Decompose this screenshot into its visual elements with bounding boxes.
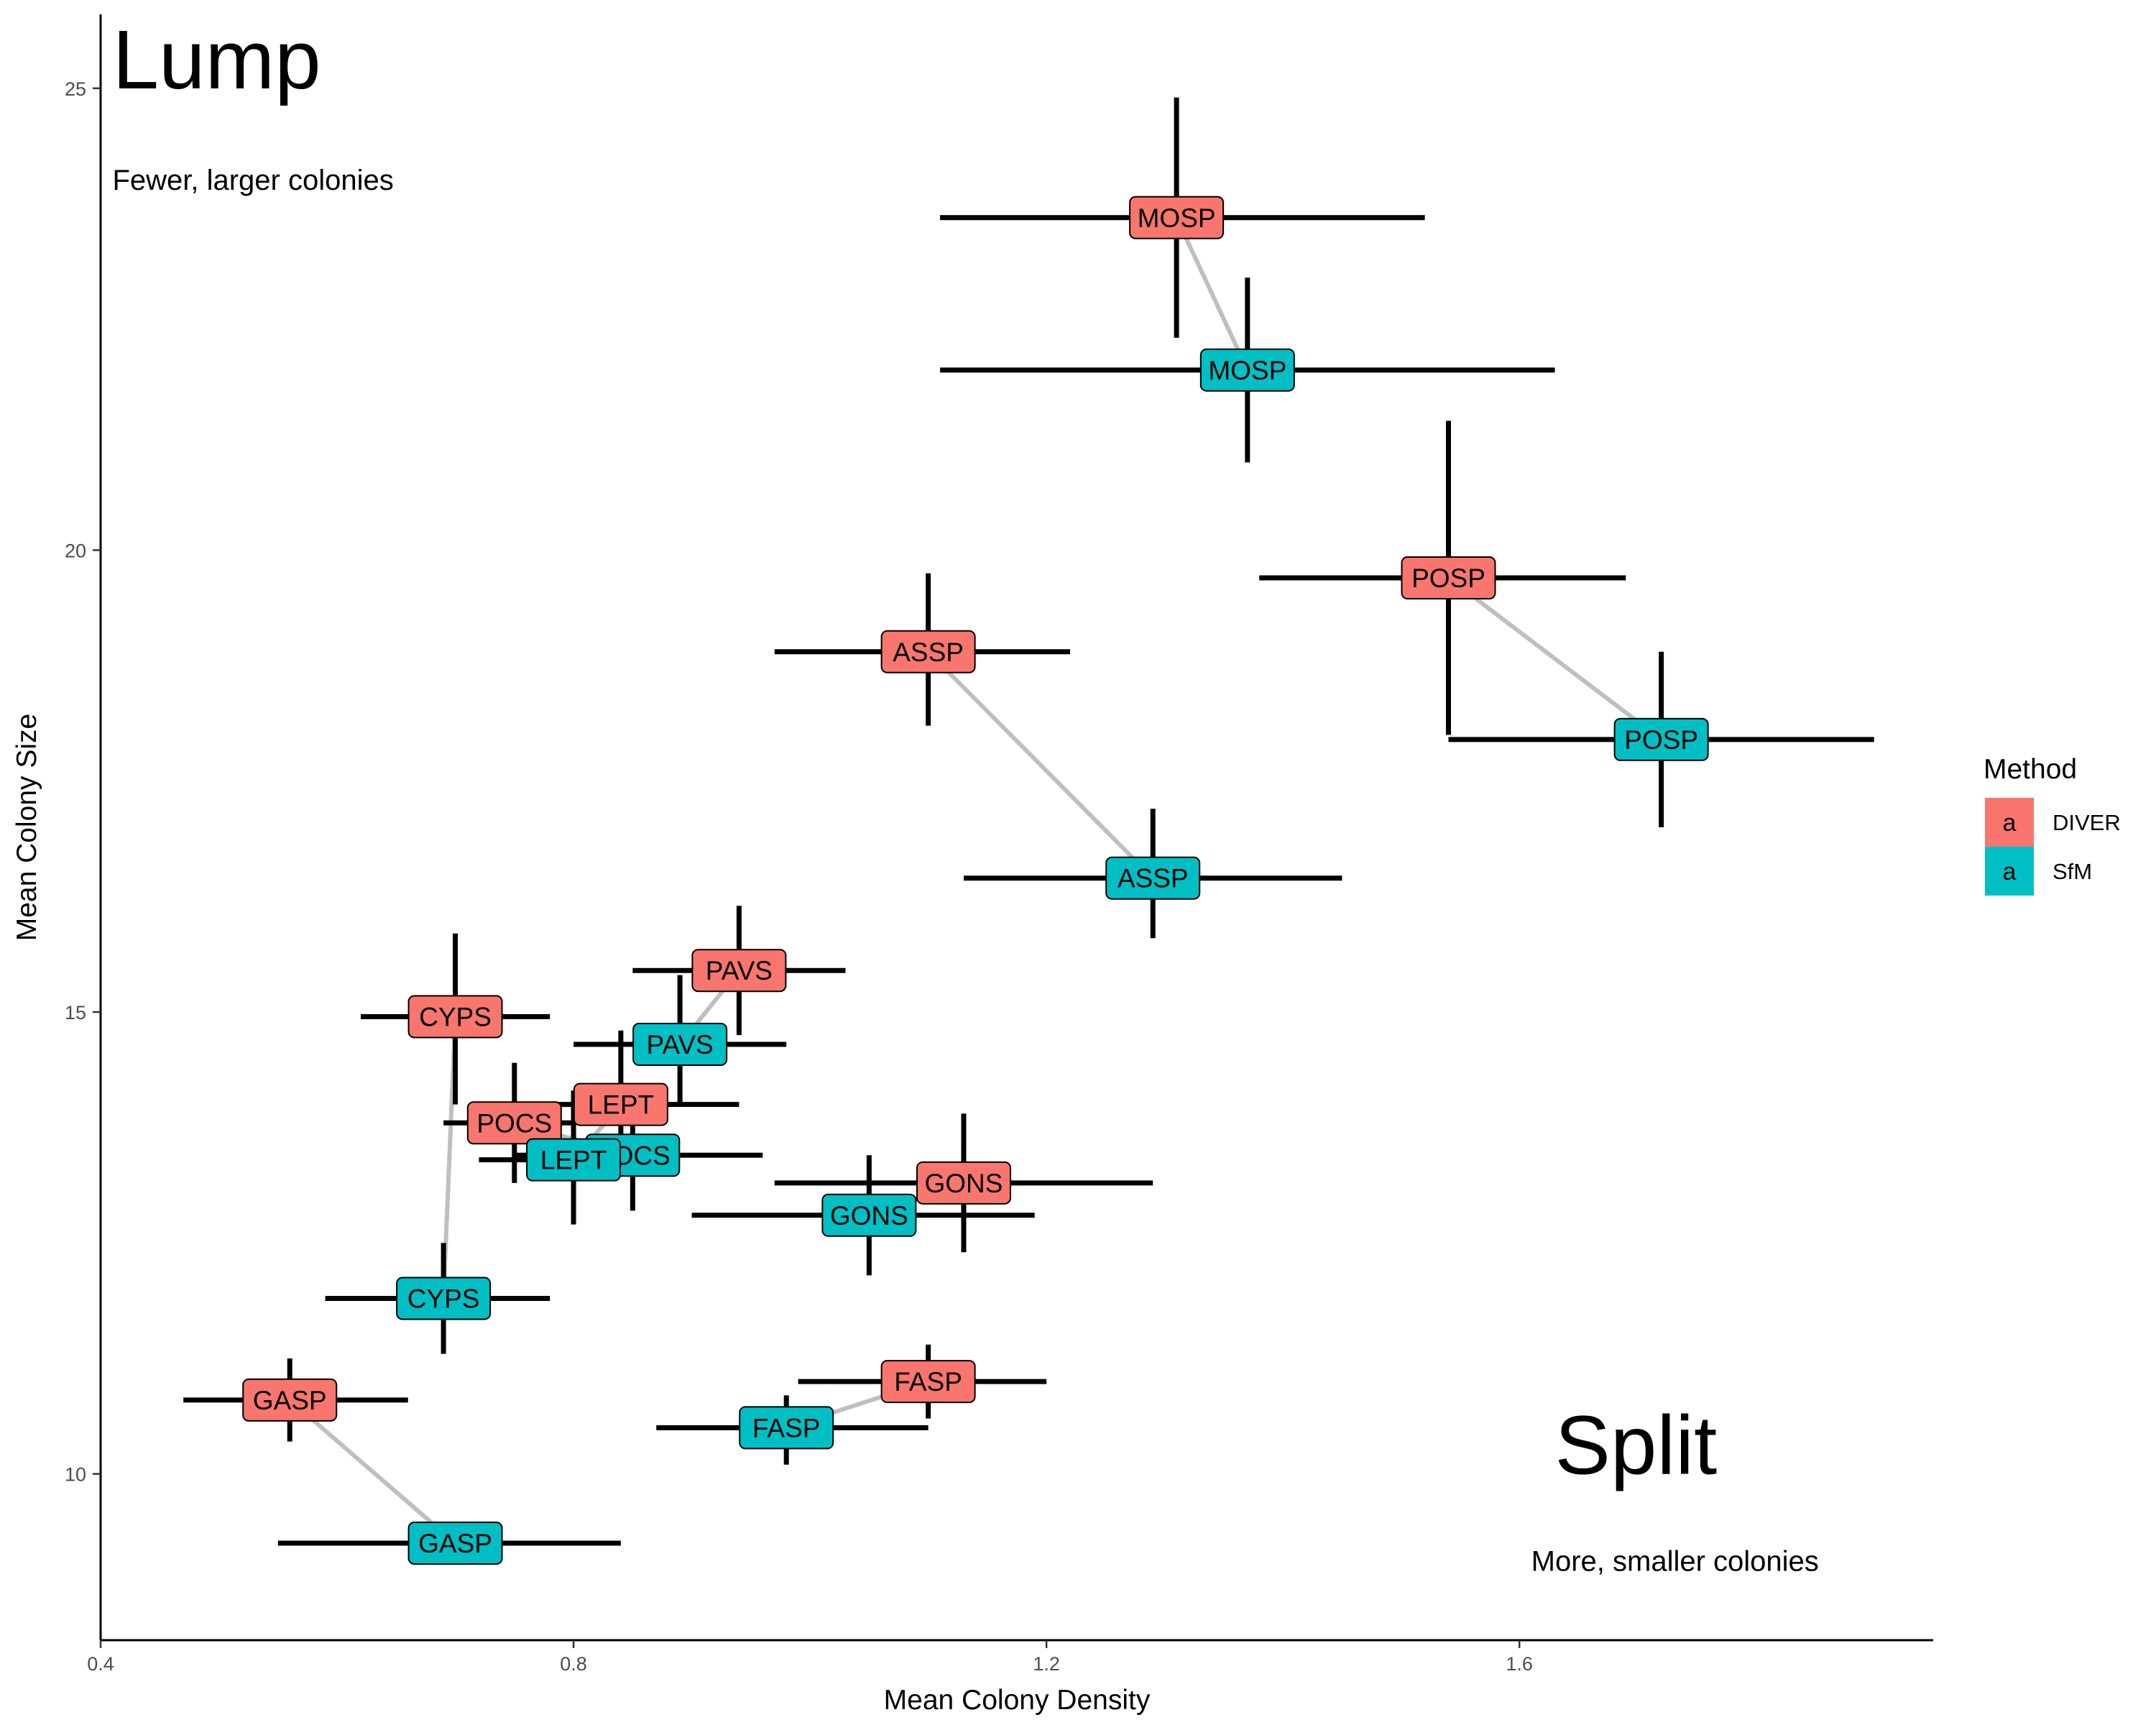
label-text: GONS — [830, 1201, 908, 1230]
legend-entry-label: SfM — [2053, 859, 2092, 884]
legend: Method a DIVER a SfM — [1984, 754, 2121, 896]
point-label-sfm-cyps: CYPS — [396, 1276, 492, 1320]
point-label-diver-fasp: FASP — [880, 1360, 976, 1404]
label-box — [466, 1101, 562, 1145]
label-text: LEPT — [540, 1146, 607, 1175]
label-box — [1401, 556, 1496, 599]
point-label-sfm-fasp: FASP — [739, 1406, 834, 1450]
point-label-diver-mosp: MOSP — [1129, 196, 1225, 239]
label-text: GASP — [253, 1386, 327, 1415]
y-axis-title: Mean Colony Size — [11, 714, 42, 942]
label-box — [573, 1082, 668, 1126]
annotations: Lump Fewer, larger colonies Split More, sma… — [112, 13, 1818, 1578]
x-tick-label: 1.2 — [1033, 1653, 1060, 1675]
x-axis-title: Mean Colony Density — [884, 1685, 1151, 1716]
label-box — [407, 1522, 503, 1565]
label-box — [916, 1161, 1011, 1205]
label-box — [880, 1360, 976, 1404]
label-box — [1199, 348, 1295, 392]
y-tick-label: 20 — [65, 540, 86, 561]
label-box — [880, 630, 976, 673]
label-text: POSP — [1411, 564, 1485, 593]
legend-entry-sfm: a SfM — [1985, 847, 2092, 896]
label-text: GASP — [418, 1529, 492, 1558]
point-label-diver-lept: LEPT — [573, 1082, 668, 1126]
x-axis-ticks: 0.4 0.8 1.2 1.6 — [87, 1640, 1533, 1675]
x-tick-label: 0.8 — [560, 1653, 587, 1675]
legend-key — [1985, 847, 2034, 896]
point-label-sfm-gons: GONS — [821, 1193, 917, 1237]
label-box — [407, 995, 503, 1039]
label-text: CYPS — [419, 1002, 492, 1031]
label-text: LEPT — [588, 1090, 655, 1120]
annotation-split: Split — [1555, 1399, 1718, 1492]
label-box — [1105, 856, 1201, 900]
point-label-diver-gons: GONS — [916, 1161, 1011, 1205]
point-label-diver-assp: ASSP — [880, 630, 976, 673]
point-label-sfm-gasp: GASP — [407, 1522, 503, 1565]
point-labels: MOSP POSP ASSP PAVS CYPS LEPT POCS GONS FASP GASP… — [242, 196, 1709, 1565]
label-box — [242, 1378, 338, 1422]
label-text: FASP — [752, 1413, 821, 1443]
y-axis-ticks: 10 15 20 25 — [65, 78, 101, 1486]
y-tick-label: 10 — [65, 1464, 86, 1486]
label-text: POSP — [1624, 725, 1698, 755]
point-label-diver-cyps: CYPS — [407, 995, 503, 1039]
legend-key-glyph: a — [2003, 858, 2017, 886]
label-box — [691, 949, 787, 993]
label-text: ASSP — [893, 638, 964, 667]
label-box — [632, 1023, 728, 1067]
connector-mosp — [1174, 216, 1250, 372]
point-label-diver-gasp: GASP — [242, 1378, 338, 1422]
legend-key — [1985, 798, 2034, 847]
point-label-diver-pavs: PAVS — [691, 949, 787, 993]
legend-key-glyph: a — [2003, 809, 2017, 837]
label-box — [1129, 196, 1225, 239]
point-label-diver-posp: POSP — [1401, 556, 1496, 599]
point-label-sfm-assp: ASSP — [1105, 856, 1201, 900]
label-box — [526, 1138, 622, 1182]
annotation-lump: Lump — [112, 13, 321, 106]
label-box — [396, 1276, 492, 1320]
point-label-diver-pocs: POCS — [466, 1101, 562, 1145]
annotation-more-smaller-colonies: More, smaller colonies — [1531, 1546, 1819, 1578]
y-tick-label: 25 — [65, 78, 86, 100]
x-tick-label: 1.6 — [1506, 1653, 1533, 1675]
label-text: MOSP — [1138, 203, 1216, 233]
y-tick-label: 15 — [65, 1002, 86, 1024]
connector-posp — [1447, 576, 1663, 742]
label-text: POCS — [476, 1108, 552, 1138]
point-label-sfm-pavs: PAVS — [632, 1023, 728, 1067]
label-text: FASP — [894, 1367, 962, 1397]
point-label-sfm-lept: LEPT — [526, 1138, 622, 1182]
x-tick-label: 0.4 — [87, 1653, 114, 1675]
label-text: GONS — [924, 1169, 1003, 1198]
label-text: PAVS — [706, 956, 773, 985]
label-box — [739, 1406, 834, 1450]
label-box — [821, 1193, 917, 1237]
label-text: PAVS — [647, 1030, 714, 1059]
label-text: MOSP — [1208, 356, 1286, 385]
connector-gasp — [288, 1398, 457, 1545]
point-label-sfm-posp: POSP — [1613, 717, 1709, 761]
annotation-fewer-larger-colonies: Fewer, larger colonies — [112, 165, 393, 196]
label-text: ASSP — [1118, 864, 1189, 893]
legend-entry-label: DIVER — [2053, 810, 2121, 835]
legend-entry-diver: a DIVER — [1985, 798, 2121, 847]
axes — [99, 14, 1933, 1642]
connector-assp — [926, 650, 1155, 880]
point-label-sfm-mosp: MOSP — [1199, 348, 1295, 392]
legend-title: Method — [1984, 754, 2077, 785]
label-text: CYPS — [407, 1284, 480, 1313]
label-box — [1613, 717, 1709, 761]
